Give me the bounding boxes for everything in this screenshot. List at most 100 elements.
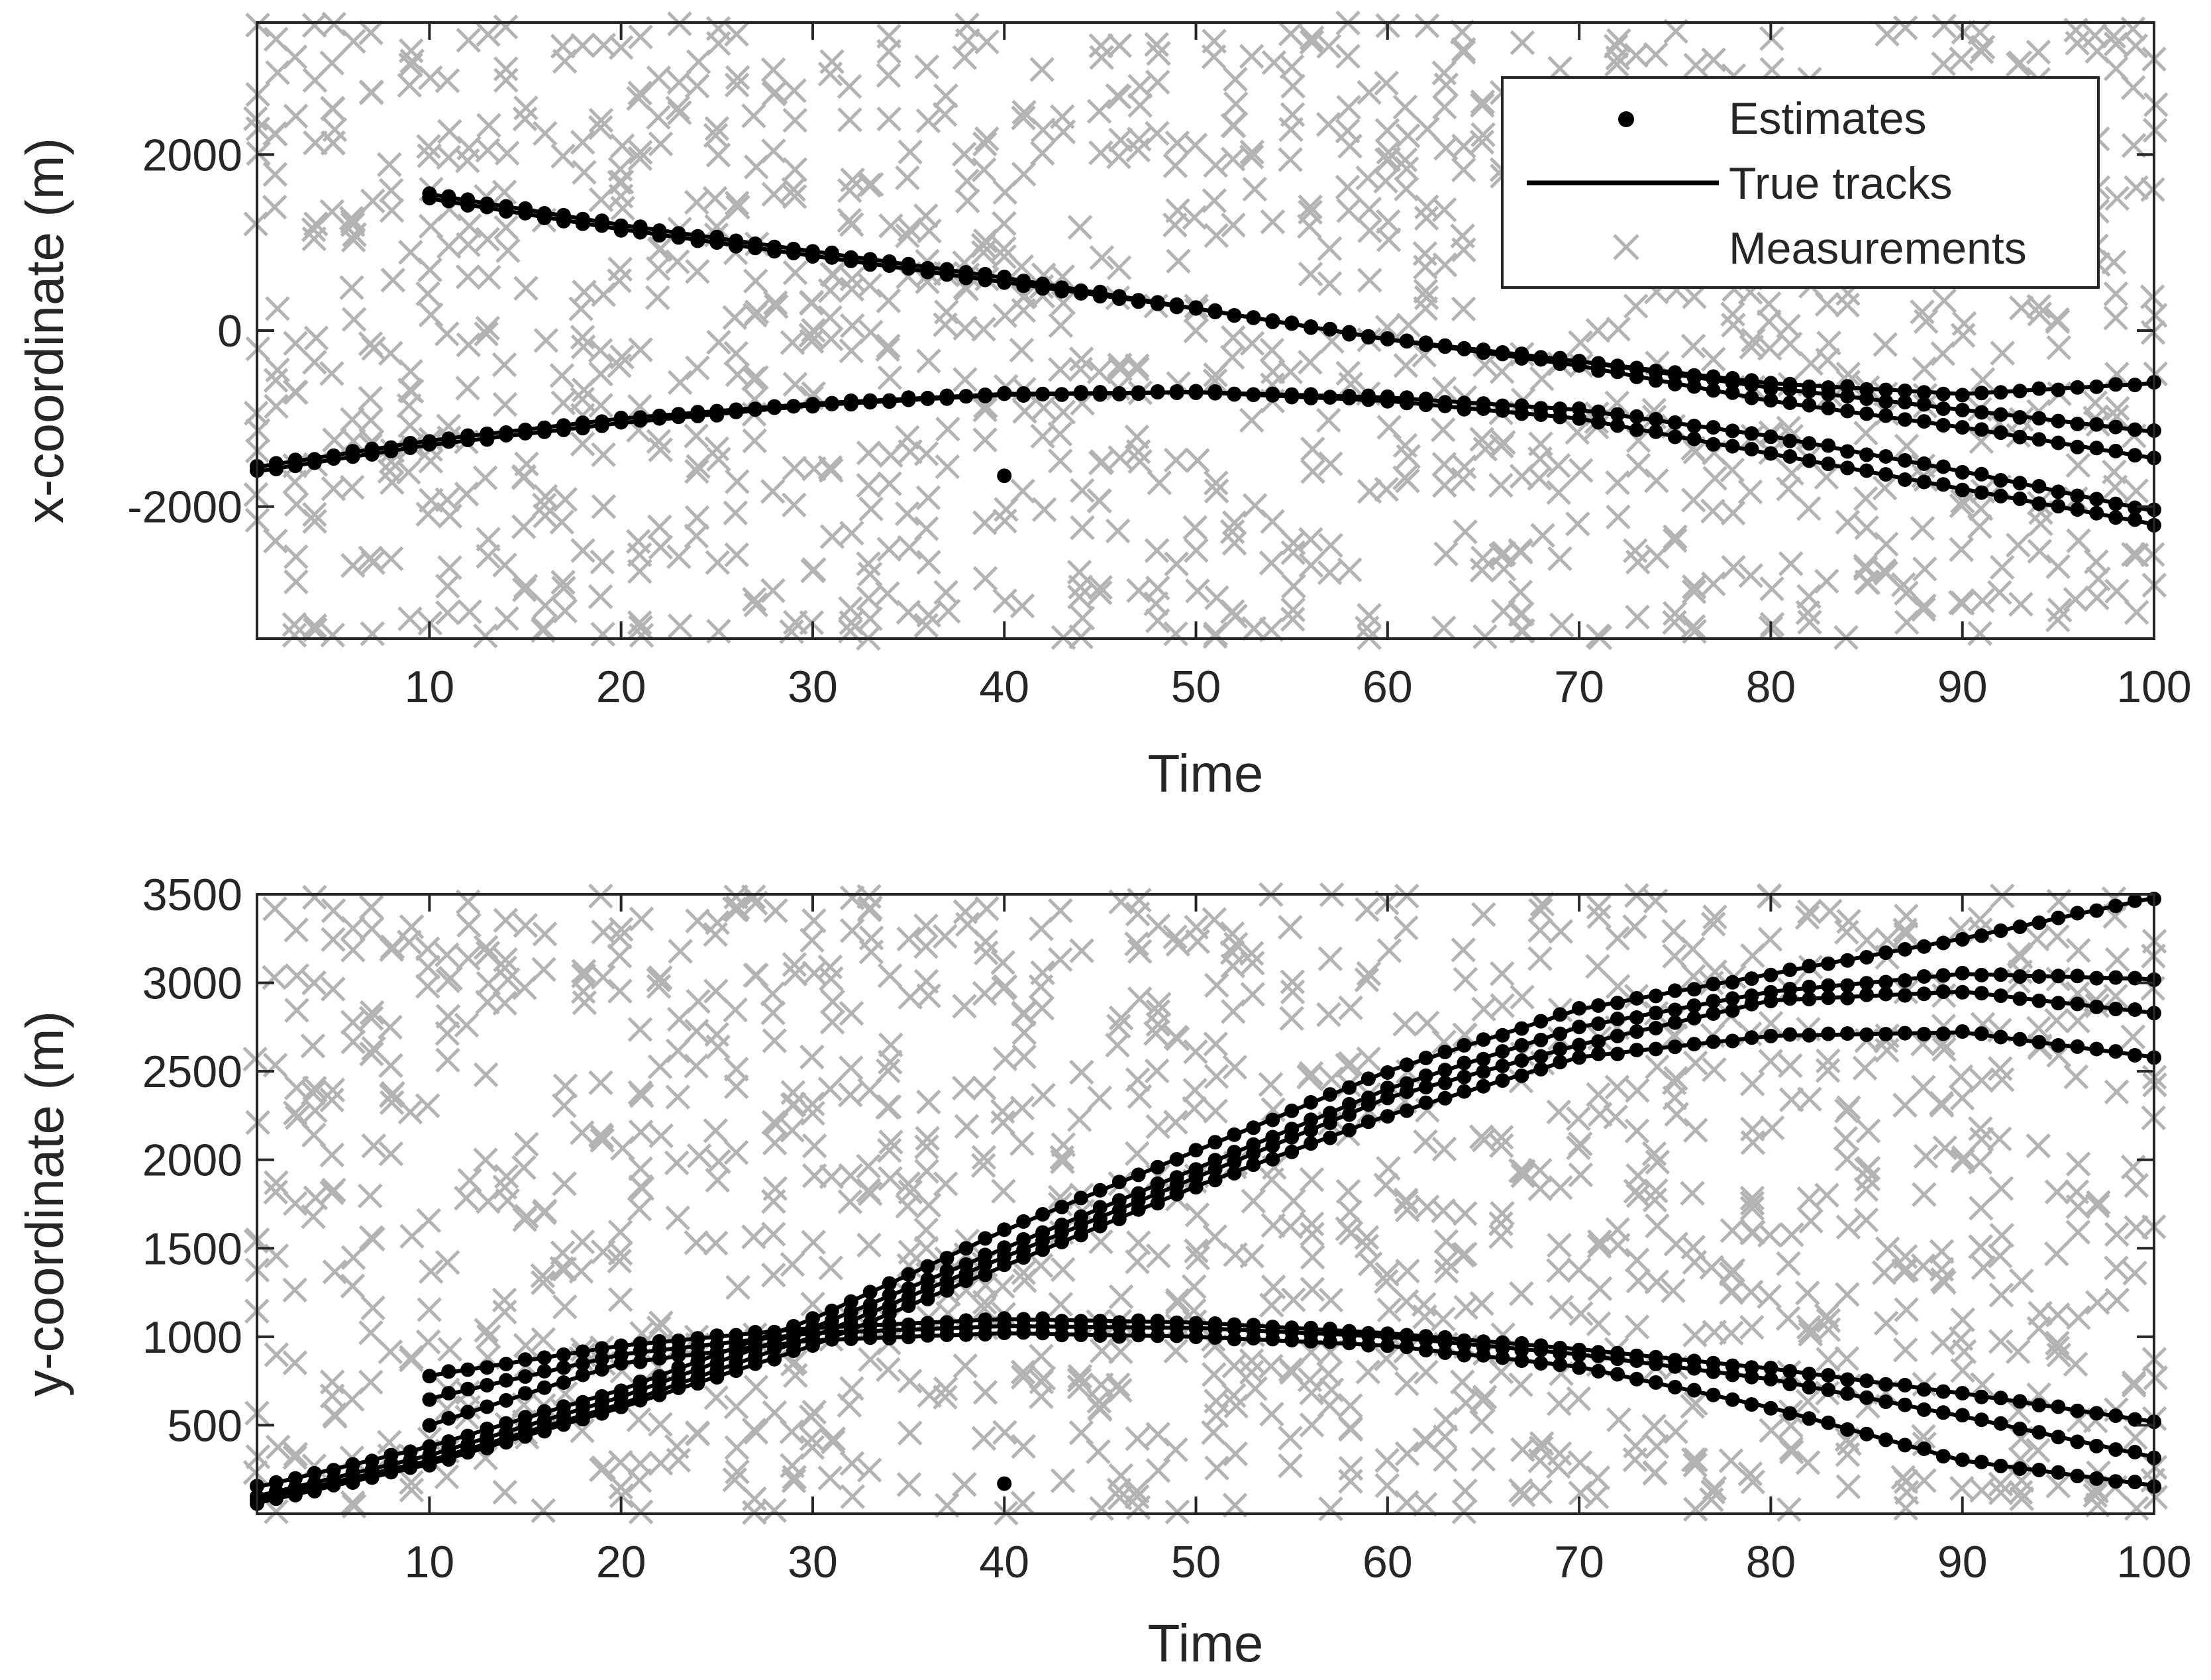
estimate-marker bbox=[422, 1369, 437, 1384]
estimate-marker bbox=[633, 1354, 648, 1369]
measurement-marker bbox=[264, 1170, 289, 1196]
estimate-marker bbox=[1955, 403, 1970, 417]
measurement-marker bbox=[724, 72, 750, 98]
measurement-marker bbox=[340, 1273, 366, 1299]
measurement-marker bbox=[338, 205, 364, 231]
measurement-marker bbox=[322, 117, 348, 142]
measurement-marker bbox=[1778, 551, 1804, 576]
measurement-marker bbox=[628, 615, 653, 640]
measurement-marker bbox=[607, 1286, 633, 1312]
estimate-marker bbox=[422, 1457, 437, 1473]
measurement-marker bbox=[588, 393, 613, 418]
measurement-marker bbox=[283, 569, 309, 595]
estimate-marker bbox=[1265, 1332, 1280, 1347]
measurement-marker bbox=[725, 1275, 750, 1300]
estimate-marker bbox=[1572, 1360, 1587, 1375]
measurement-marker bbox=[321, 976, 346, 1002]
estimates-top bbox=[250, 186, 2161, 533]
measurement-marker bbox=[494, 140, 520, 166]
measurements-bottom bbox=[242, 882, 2169, 1526]
measurement-marker bbox=[952, 141, 977, 167]
measurement-marker bbox=[685, 355, 710, 381]
measurement-marker bbox=[1682, 439, 1708, 465]
estimate-marker bbox=[1974, 485, 1989, 500]
measurement-marker bbox=[1431, 452, 1457, 477]
measurement-marker bbox=[1259, 551, 1284, 576]
estimate-marker bbox=[1667, 983, 1682, 998]
measurement-marker bbox=[1565, 419, 1590, 445]
measurement-marker bbox=[760, 479, 786, 504]
measurement-marker bbox=[1432, 472, 1457, 498]
measurement-marker bbox=[762, 1498, 787, 1523]
measurement-marker bbox=[1068, 574, 1093, 600]
estimate-marker bbox=[460, 1362, 476, 1377]
estimate-marker bbox=[1916, 474, 1931, 490]
estimate-marker bbox=[978, 1267, 993, 1283]
measurement-marker bbox=[2066, 528, 2091, 554]
measurement-marker bbox=[358, 386, 384, 411]
measurement-marker bbox=[2026, 293, 2051, 319]
estimate-marker bbox=[1591, 356, 1606, 371]
measurement-marker bbox=[1374, 147, 1400, 173]
estimate-marker bbox=[2070, 380, 2085, 395]
measurement-marker bbox=[265, 1434, 291, 1460]
estimate-marker bbox=[1553, 1357, 1568, 1373]
measurement-marker bbox=[741, 884, 766, 910]
estimate-marker bbox=[2108, 496, 2124, 511]
estimate-marker bbox=[403, 435, 418, 450]
measurement-marker bbox=[1759, 611, 1785, 637]
estimate-marker bbox=[1993, 1029, 2008, 1045]
measurement-marker bbox=[417, 257, 442, 283]
measurement-marker bbox=[1089, 44, 1114, 70]
measurement-marker bbox=[435, 68, 460, 93]
measurement-marker bbox=[782, 260, 808, 286]
estimate-marker bbox=[939, 1251, 954, 1266]
measurement-marker bbox=[1278, 147, 1303, 172]
measurement-marker bbox=[588, 584, 613, 609]
measurement-marker bbox=[647, 514, 672, 540]
measurement-marker bbox=[380, 268, 406, 293]
measurement-marker bbox=[743, 268, 768, 294]
estimate-marker bbox=[2070, 1469, 2085, 1484]
measurement-marker bbox=[1412, 241, 1438, 266]
estimate-marker bbox=[2089, 903, 2104, 918]
estimate-marker bbox=[1629, 1353, 1644, 1368]
estimate-marker bbox=[1725, 385, 1740, 400]
measurement-marker bbox=[262, 162, 288, 187]
estimate-marker bbox=[843, 252, 858, 268]
estimate-marker bbox=[1437, 339, 1453, 354]
measurement-marker bbox=[1239, 331, 1265, 356]
estimate-marker bbox=[1897, 973, 1912, 988]
measurement-marker bbox=[282, 1445, 308, 1470]
measurement-marker bbox=[1394, 156, 1419, 182]
measurement-marker bbox=[1146, 40, 1171, 66]
measurement-marker bbox=[839, 521, 864, 546]
estimate-marker bbox=[1284, 387, 1300, 402]
measurement-marker bbox=[724, 21, 749, 47]
estimate-marker bbox=[1686, 431, 1702, 446]
estimate-marker bbox=[575, 1412, 590, 1427]
estimate-marker bbox=[1418, 1343, 1433, 1358]
estimate-marker bbox=[1744, 996, 1759, 1012]
measurement-marker bbox=[648, 1123, 674, 1149]
measurement-marker bbox=[703, 1385, 729, 1410]
measurement-marker bbox=[2045, 309, 2071, 335]
estimate-marker bbox=[2031, 432, 2047, 447]
measurement-marker bbox=[2084, 549, 2109, 574]
measurement-marker bbox=[1392, 433, 1418, 458]
measurement-marker bbox=[1873, 332, 1898, 357]
measurement-marker bbox=[1280, 606, 1306, 632]
measurement-marker bbox=[915, 108, 941, 134]
estimate-marker bbox=[1955, 388, 1970, 403]
measurement-marker bbox=[399, 1477, 425, 1502]
measurement-marker bbox=[954, 168, 980, 194]
measurement-marker bbox=[1644, 468, 1669, 494]
measurement-marker bbox=[837, 74, 862, 99]
measurement-marker bbox=[570, 386, 595, 412]
measurement-marker bbox=[952, 367, 978, 392]
measurement-marker bbox=[723, 500, 748, 526]
measurement-marker bbox=[704, 214, 729, 239]
measurement-marker bbox=[895, 223, 920, 248]
measurement-marker bbox=[531, 1200, 557, 1226]
measurement-marker bbox=[492, 955, 518, 980]
